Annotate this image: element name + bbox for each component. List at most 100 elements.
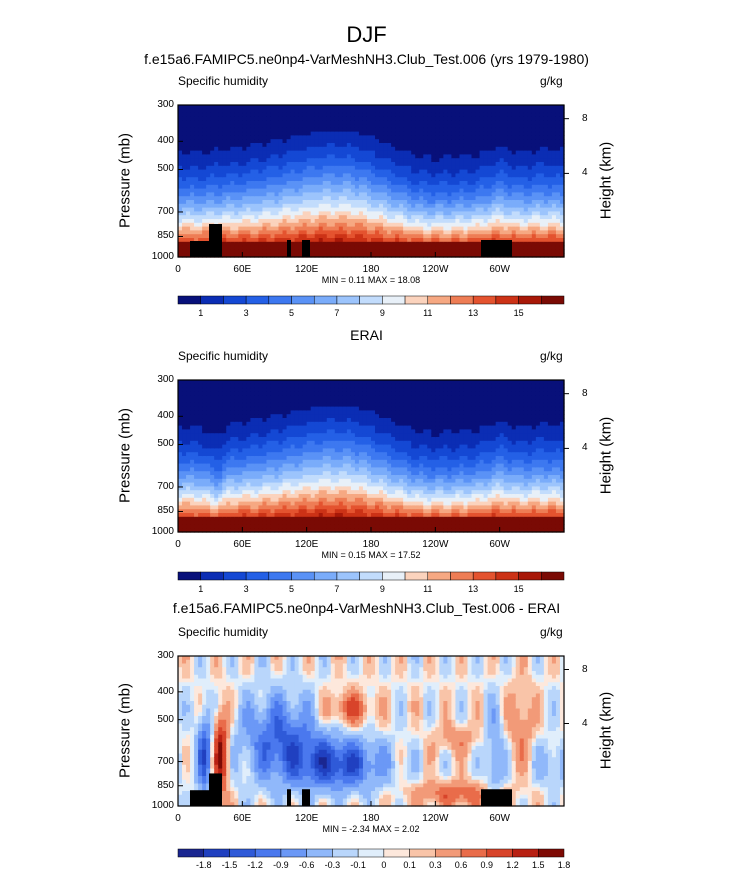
heatmap-cell — [182, 128, 187, 132]
heatmap-cell — [431, 208, 436, 212]
heatmap-cell — [311, 113, 316, 117]
heatmap-cell — [540, 151, 545, 155]
heatmap-cell — [206, 433, 211, 437]
heatmap-cell — [423, 128, 428, 132]
heatmap-cell — [468, 113, 473, 117]
heatmap-cell — [198, 166, 203, 170]
heatmap-cell — [246, 479, 251, 483]
heatmap-cell — [206, 509, 211, 513]
heatmap-cell — [258, 105, 263, 109]
heatmap-cell — [238, 185, 243, 189]
heatmap-cell — [327, 170, 332, 174]
heatmap-cell — [556, 238, 561, 242]
heatmap-cell — [198, 143, 203, 147]
heatmap-cell — [202, 170, 207, 174]
heatmap-cell — [472, 211, 477, 215]
heatmap-cell — [238, 445, 243, 449]
heatmap-cell — [524, 249, 529, 253]
heatmap-cell — [455, 196, 460, 200]
heatmap-cell — [540, 158, 545, 162]
heatmap-cell — [528, 113, 533, 117]
heatmap-cell — [218, 437, 223, 441]
heatmap-cell — [258, 189, 263, 193]
heatmap-cell — [383, 158, 388, 162]
heatmap-cell — [383, 143, 388, 147]
heatmap-cell — [375, 143, 380, 147]
heatmap-cell — [198, 460, 203, 464]
heatmap-cell — [359, 177, 364, 181]
heatmap-cell — [266, 105, 271, 109]
heatmap-cell — [266, 460, 271, 464]
heatmap-cell — [399, 227, 404, 231]
heatmap-cell — [323, 151, 328, 155]
heatmap-cell — [395, 200, 400, 204]
heatmap-cell — [186, 246, 191, 250]
heatmap-cell — [399, 189, 404, 193]
heatmap-cell — [230, 170, 235, 174]
heatmap-cell — [246, 426, 251, 430]
heatmap-cell — [435, 158, 440, 162]
heatmap-cell — [391, 215, 396, 219]
heatmap-cell — [210, 215, 215, 219]
heatmap-cell — [492, 177, 497, 181]
heatmap-cell — [524, 116, 529, 120]
heatmap-cell — [484, 147, 489, 151]
heatmap-cell — [210, 116, 215, 120]
heatmap-cell — [258, 486, 263, 490]
heatmap-cell — [178, 132, 183, 136]
heatmap-cell — [383, 208, 388, 212]
heatmap-cell — [512, 204, 517, 208]
heatmap-cell — [451, 185, 456, 189]
heatmap-cell — [283, 192, 288, 196]
heatmap-cell — [303, 215, 308, 219]
heatmap-cell — [307, 162, 312, 166]
heatmap-cell — [238, 486, 243, 490]
heatmap-cell — [226, 208, 231, 212]
heatmap-cell — [266, 502, 271, 506]
heatmap-cell — [258, 139, 263, 143]
heatmap-cell — [214, 196, 219, 200]
heatmap-cell — [431, 215, 436, 219]
heatmap-cell — [206, 486, 211, 490]
heatmap-cell — [258, 494, 263, 498]
heatmap-cell — [468, 204, 473, 208]
heatmap-cell — [492, 234, 497, 238]
heatmap-cell — [347, 120, 352, 124]
heatmap-cell — [275, 418, 280, 422]
heatmap-cell — [190, 196, 195, 200]
heatmap-cell — [363, 208, 368, 212]
heatmap-cell — [544, 227, 549, 231]
heatmap-cell — [371, 132, 376, 136]
heatmap-cell — [472, 120, 477, 124]
heatmap-cell — [234, 483, 239, 487]
heatmap-cell — [367, 246, 372, 250]
heatmap-cell — [254, 238, 259, 242]
heatmap-cell — [528, 132, 533, 136]
heatmap-cell — [548, 154, 553, 158]
heatmap-cell — [226, 448, 231, 452]
heatmap-cell — [327, 219, 332, 223]
heatmap-cell — [484, 128, 489, 132]
heatmap-cell — [540, 238, 545, 242]
heatmap-cell — [270, 200, 275, 204]
heatmap-cell — [246, 486, 251, 490]
heatmap-cell — [307, 170, 312, 174]
heatmap-cell — [315, 116, 320, 120]
heatmap-cell — [528, 158, 533, 162]
heatmap-cell — [552, 170, 557, 174]
heatmap-cell — [411, 173, 416, 177]
heatmap-cell — [516, 215, 521, 219]
heatmap-cell — [210, 200, 215, 204]
heatmap-cell — [419, 154, 424, 158]
heatmap-cell — [476, 151, 481, 155]
heatmap-cell — [287, 490, 292, 494]
heatmap-cell — [544, 143, 549, 147]
heatmap-cell — [242, 211, 247, 215]
heatmap-cell — [508, 227, 513, 231]
heatmap-cell — [226, 227, 231, 231]
heatmap-cell — [270, 422, 275, 426]
heatmap-cell — [266, 227, 271, 231]
heatmap-cell — [447, 204, 452, 208]
heatmap-cell — [234, 433, 239, 437]
heatmap-cell — [532, 238, 537, 242]
